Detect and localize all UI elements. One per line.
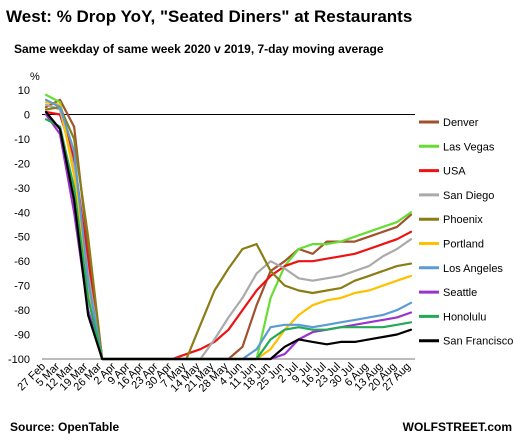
y-tick-label: -20 — [14, 158, 30, 170]
chart-subtitle: Same weekday of same week 2020 v 2019, 7… — [14, 42, 384, 56]
series-line-phoenix — [44, 105, 413, 361]
legend-label: Los Angeles — [443, 263, 503, 275]
legend-label: Honolulu — [443, 311, 486, 323]
y-axis-unit: % — [30, 71, 40, 83]
y-tick-label: -30 — [14, 183, 30, 195]
watermark: WOLFSTREET.com — [403, 420, 512, 434]
legend: Denver Las Vegas USA San Diego Phoenix Portla… — [419, 117, 513, 348]
y-tick-label: -60 — [14, 256, 30, 268]
legend-label: USA — [443, 166, 466, 178]
legend-label: Phoenix — [443, 214, 483, 226]
y-axis: 10 0 -10 -20 -30 -40 -50 -60 -70 -80 -90 -100 — [8, 85, 30, 366]
series-line-honolulu — [44, 118, 413, 361]
chart-title: West: % Drop YoY, "Seated Diners" at Res… — [6, 7, 412, 26]
legend-label: Portland — [443, 239, 484, 251]
legend-label: San Diego — [443, 190, 494, 202]
y-tick-label: -10 — [14, 134, 30, 146]
y-tick-label: -80 — [14, 305, 30, 317]
series-line-los-angeles — [44, 98, 413, 361]
y-tick-label: 10 — [18, 85, 30, 97]
legend-label: Las Vegas — [443, 141, 495, 153]
y-tick-label: -70 — [14, 281, 30, 293]
legend-label: Denver — [443, 117, 479, 129]
legend-label: Seattle — [443, 287, 477, 299]
source-note: Source: OpenTable — [10, 420, 119, 434]
legend-label: San Francisco — [443, 336, 513, 348]
y-tick-label: 0 — [24, 109, 30, 121]
series-line-san-diego — [44, 103, 413, 361]
series-line-san-francisco — [44, 110, 413, 361]
y-tick-label: -100 — [8, 354, 30, 366]
plot-area — [42, 93, 415, 361]
y-tick-label: -40 — [14, 207, 30, 219]
y-tick-label: -50 — [14, 232, 30, 244]
y-tick-label: -90 — [14, 330, 30, 342]
